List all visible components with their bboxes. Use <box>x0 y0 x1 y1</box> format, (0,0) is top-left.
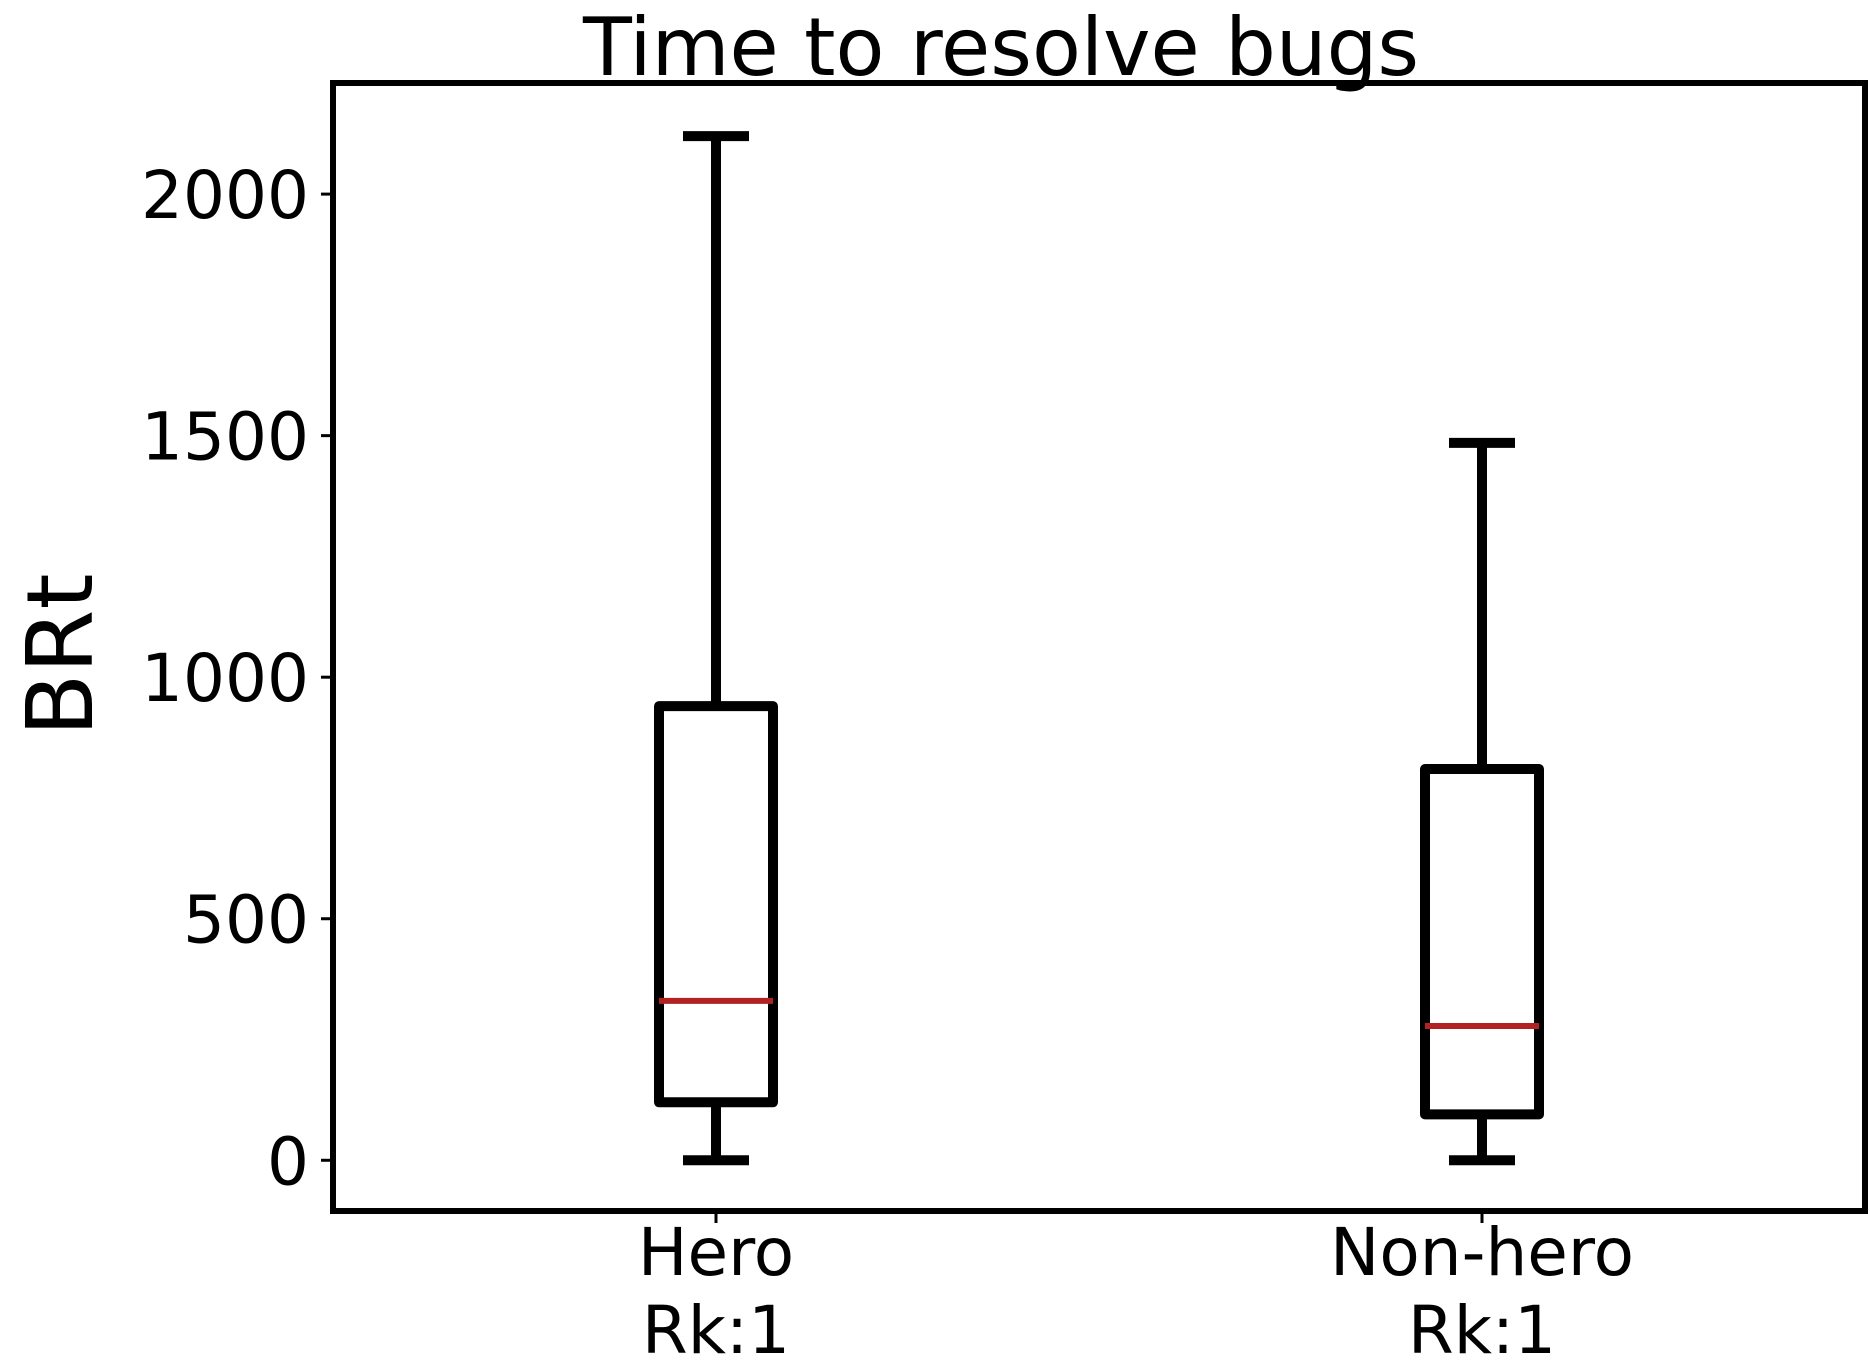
chart-title: Time to resolve bugs <box>582 1 1419 94</box>
box-iqr <box>1420 763 1544 1120</box>
x-category-label: Hero <box>638 1214 794 1291</box>
box-series <box>654 131 1544 1166</box>
y-axis-ticks: 0 500 1000 1500 2000 <box>141 157 333 1200</box>
y-tick-label: 1000 <box>141 640 309 717</box>
box-iqr <box>654 701 778 1108</box>
y-tick-label: 0 <box>267 1123 309 1200</box>
y-tick-label: 2000 <box>141 157 309 234</box>
x-category-rank-label: Rk:1 <box>642 1292 790 1369</box>
y-tick-label: 500 <box>183 882 309 959</box>
x-category-label: Non-hero <box>1330 1214 1634 1291</box>
box-group <box>654 131 778 1166</box>
y-axis-label: BRt <box>7 573 114 736</box>
plot-frame <box>330 80 1868 1214</box>
y-tick-label: 1500 <box>141 399 309 476</box>
x-category-rank-label: Rk:1 <box>1408 1292 1556 1369</box>
box-group <box>1420 437 1544 1166</box>
